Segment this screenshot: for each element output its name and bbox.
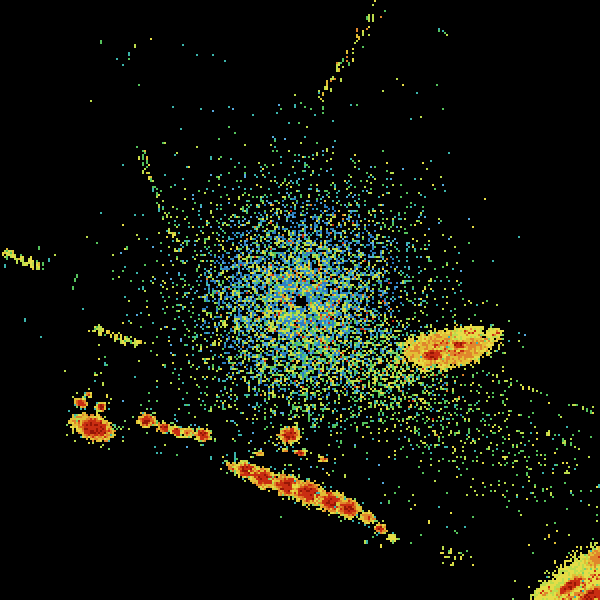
radar-display [0,0,600,600]
radar-reflectivity-image [0,0,600,600]
